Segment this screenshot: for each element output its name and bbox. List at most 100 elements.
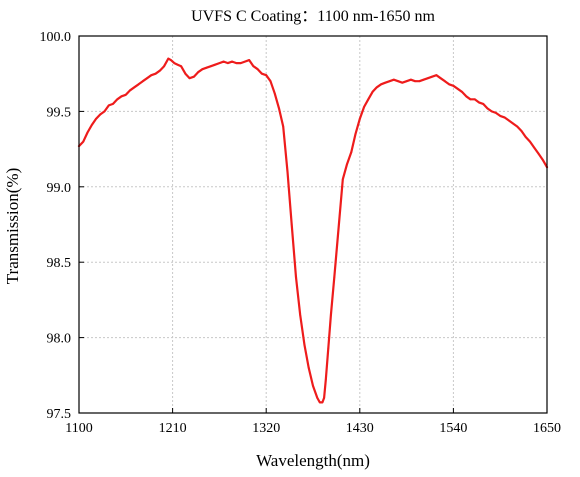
data-point	[210, 65, 212, 68]
data-point	[350, 151, 353, 154]
data-point	[503, 116, 506, 119]
x-tick-label: 1210	[159, 421, 187, 436]
data-point	[146, 77, 149, 80]
data-point	[375, 86, 378, 89]
data-point	[318, 401, 321, 404]
y-tick-label: 99.5	[47, 105, 72, 120]
y-tick-label: 99.0	[47, 181, 72, 196]
data-point	[431, 75, 433, 78]
data-point	[201, 68, 204, 71]
data-point	[158, 69, 161, 72]
data-point	[265, 74, 268, 77]
y-tick-label: 100.0	[40, 30, 72, 45]
data-point	[435, 74, 438, 77]
data-point	[316, 397, 319, 399]
data-point	[452, 84, 455, 87]
data-point	[261, 72, 263, 75]
data-point	[341, 178, 344, 181]
data-point	[124, 93, 127, 96]
data-point	[541, 158, 544, 161]
data-point	[273, 92, 276, 95]
data-point	[456, 87, 459, 90]
data-point	[170, 59, 172, 61]
data-point	[346, 163, 348, 166]
y-tick-label: 98.5	[47, 256, 72, 271]
data-point	[193, 75, 195, 78]
data-point	[227, 62, 229, 64]
data-point	[248, 59, 251, 61]
data-point	[299, 314, 302, 316]
data-point	[99, 113, 102, 116]
data-point	[473, 98, 476, 101]
data-point	[90, 124, 93, 126]
data-point	[218, 62, 221, 64]
data-point	[524, 136, 527, 138]
data-point	[397, 80, 399, 83]
data-point	[167, 57, 170, 60]
x-tick-label: 1430	[346, 421, 374, 436]
data-point	[197, 71, 200, 74]
data-point	[154, 72, 157, 75]
data-point	[231, 60, 234, 63]
data-point	[137, 83, 140, 86]
data-point	[278, 107, 280, 110]
x-tick-label: 1650	[533, 421, 561, 436]
data-point	[363, 106, 365, 108]
data-point	[371, 90, 374, 93]
data-point	[469, 98, 472, 101]
data-point	[358, 118, 361, 120]
data-point	[495, 112, 497, 114]
data-point	[354, 133, 357, 135]
data-point	[465, 95, 468, 98]
data-point	[120, 95, 123, 98]
data-point	[512, 122, 514, 125]
data-point	[239, 62, 242, 64]
data-point	[286, 170, 289, 173]
data-point	[333, 276, 336, 279]
data-point	[520, 130, 523, 132]
data-point	[405, 80, 408, 83]
data-point	[380, 83, 382, 86]
data-point	[86, 131, 89, 134]
y-axis-label: Transmission(%)	[3, 168, 22, 285]
data-point	[499, 115, 502, 117]
data-point	[103, 110, 106, 113]
series-layer	[77, 57, 549, 404]
data-point	[176, 63, 179, 66]
data-point	[337, 228, 340, 230]
grid	[79, 36, 547, 413]
data-point	[401, 81, 404, 84]
data-point	[324, 378, 327, 381]
data-point	[482, 103, 485, 105]
data-point	[312, 385, 314, 387]
data-point	[133, 86, 136, 89]
data-point	[537, 152, 540, 155]
data-point	[384, 81, 387, 84]
data-point	[529, 140, 531, 143]
data-point	[107, 104, 110, 107]
data-point	[188, 77, 191, 80]
data-point	[112, 103, 114, 105]
data-point	[427, 77, 429, 80]
data-point	[418, 80, 421, 83]
data-point	[95, 118, 97, 120]
data-point	[214, 63, 217, 66]
data-point	[422, 78, 425, 81]
data-point	[392, 78, 395, 81]
x-tick-label: 1100	[65, 421, 92, 436]
data-point	[82, 140, 85, 143]
x-tick-label: 1320	[252, 421, 280, 436]
data-point	[327, 347, 330, 350]
x-tick-label: 1540	[439, 421, 467, 436]
data-point	[367, 98, 370, 101]
data-point	[141, 80, 144, 83]
data-point	[269, 80, 272, 83]
y-tick-label: 98.0	[47, 332, 72, 347]
data-point	[388, 80, 391, 83]
data-point	[533, 146, 536, 149]
data-point	[439, 77, 442, 80]
data-point	[410, 78, 412, 81]
data-point	[490, 110, 493, 113]
data-point	[173, 62, 176, 64]
data-point	[478, 101, 480, 104]
